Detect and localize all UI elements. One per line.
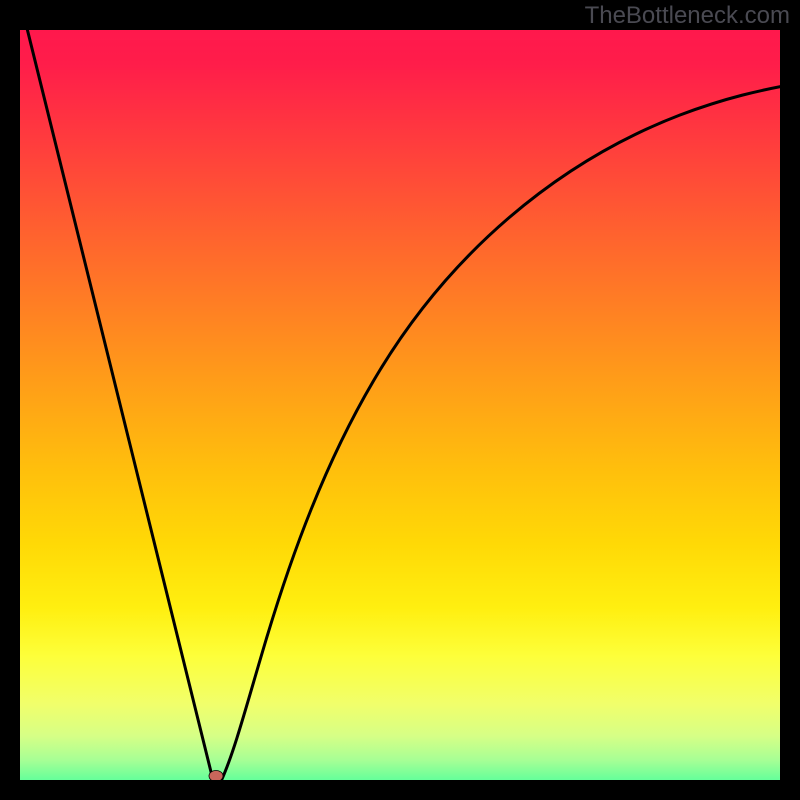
chart-container: { "canvas": { "width": 800, "height": 80… [0, 0, 800, 800]
gradient-background [0, 0, 800, 800]
watermark-text: TheBottleneck.com [585, 2, 790, 30]
